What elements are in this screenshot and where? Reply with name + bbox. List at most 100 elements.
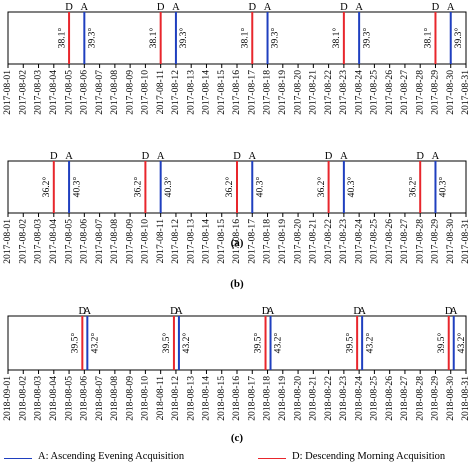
ascending-marker: A [65, 151, 73, 162]
x-tick-label: 2017-08-07 [94, 70, 105, 115]
x-tick-label: 2017-08-31 [460, 70, 471, 115]
descending-marker: D [353, 306, 361, 317]
x-tick-label: 2017-08-15 [216, 70, 227, 115]
descending-angle-label: 39.5° [344, 333, 355, 354]
x-tick-label: 2018-08-06 [79, 376, 90, 421]
ascending-marker: A [157, 151, 165, 162]
descending-marker: D [248, 2, 256, 13]
x-tick-label: 2018-08-26 [384, 376, 395, 421]
x-tick-label: 2017-08-17 [246, 219, 257, 264]
panel-caption: (a) [231, 237, 244, 249]
descending-angle-label: 36.2° [316, 177, 327, 198]
x-tick-label: 2017-08-21 [308, 219, 319, 264]
x-tick-label: 2017-08-27 [399, 70, 410, 115]
x-tick-label: 2017-08-16 [231, 70, 242, 115]
x-tick-label: 2017-08-05 [63, 70, 74, 115]
x-tick-label: 2018-08-02 [17, 376, 28, 421]
x-tick-label: 2017-08-30 [445, 219, 456, 264]
x-tick-label: 2017-08-26 [384, 70, 395, 115]
x-tick-label: 2017-08-08 [109, 219, 120, 264]
descending-marker: D [262, 306, 270, 317]
x-tick-label: 2017-08-25 [369, 219, 380, 264]
x-tick-label: 2017-08-21 [308, 70, 319, 115]
x-tick-label: 2018-08-30 [445, 376, 456, 421]
ascending-angle-label: 43.2° [273, 333, 284, 354]
ascending-marker: A [355, 2, 363, 13]
x-tick-label: 2017-08-31 [460, 219, 471, 264]
x-tick-label: 2017-08-22 [323, 70, 334, 115]
descending-angle-label: 36.2° [41, 177, 52, 198]
ascending-marker: A [248, 151, 256, 162]
x-tick-label: 2017-08-24 [353, 219, 364, 264]
x-tick-label: 2017-08-30 [445, 70, 456, 115]
x-tick-label: 2017-08-14 [201, 219, 212, 264]
x-tick-label: 2018-08-14 [201, 376, 212, 421]
x-tick-label: 2017-08-11 [155, 219, 166, 264]
x-tick-label: 2018-08-19 [277, 376, 288, 421]
ascending-angle-label: 40.3° [438, 177, 449, 198]
descending-marker: D [170, 306, 178, 317]
x-tick-label: 2017-08-13 [185, 70, 196, 115]
descending-angle-label: 38.1° [148, 28, 159, 49]
panel-caption: (c) [231, 432, 244, 444]
x-tick-label: 2018-08-03 [33, 376, 44, 421]
ascending-angle-label: 39.3° [87, 28, 98, 49]
x-tick-label: 2017-08-02 [17, 219, 28, 264]
x-tick-label: 2017-08-12 [170, 219, 181, 264]
x-tick-label: 2018-08-20 [292, 376, 303, 421]
ascending-angle-label: 39.3° [178, 28, 189, 49]
descending-marker: D [142, 151, 150, 162]
x-tick-label: 2017-08-09 [124, 219, 135, 264]
x-tick-label: 2017-08-25 [369, 70, 380, 115]
x-tick-label: 2017-08-23 [338, 219, 349, 264]
descending-marker: D [432, 2, 440, 13]
x-tick-label: 2017-08-17 [246, 70, 257, 115]
x-tick-label: 2017-08-03 [33, 219, 44, 264]
descending-marker: D [50, 151, 58, 162]
ascending-angle-label: 40.3° [254, 177, 265, 198]
x-tick-label: 2017-08-18 [262, 219, 273, 264]
x-tick-label: 2017-08-06 [79, 219, 90, 264]
descending-angle-label: 38.1° [56, 28, 67, 49]
descending-angle-label: 38.1° [331, 28, 342, 49]
x-tick-label: 2018-08-09 [124, 376, 135, 421]
panel-frame [7, 11, 467, 65]
ascending-angle-label: 40.3° [163, 177, 174, 198]
x-tick-label: 2018-08-15 [216, 376, 227, 421]
descending-angle-label: 39.5° [161, 333, 172, 354]
descending-marker: D [325, 151, 333, 162]
panel-a: 2017-08-01 2017-08-02 2017-08-03 2017-08-04… [2, 2, 471, 249]
x-tick-label: 2018-08-07 [94, 376, 105, 421]
x-tick-label: 2017-08-23 [338, 70, 349, 115]
x-tick-label: 2018-08-21 [308, 376, 319, 421]
ascending-angle-label: 39.3° [361, 28, 372, 49]
x-tick-label: 2017-08-11 [155, 70, 166, 115]
x-tick-label: 2018-09-01 [2, 376, 13, 421]
legend-ascending-swatch [4, 458, 32, 459]
x-tick-label: 2017-08-16 [231, 219, 242, 264]
ascending-marker: A [81, 2, 89, 13]
x-tick-label: 2017-08-20 [292, 219, 303, 264]
ascending-angle-label: 40.3° [71, 177, 82, 198]
descending-angle-label: 39.5° [253, 333, 264, 354]
descending-angle-label: 39.5° [70, 333, 81, 354]
x-tick-label: 2018-08-22 [323, 376, 334, 421]
ascending-marker: A [172, 2, 180, 13]
x-tick-label: 2017-08-08 [109, 70, 120, 115]
x-tick-label: 2018-08-29 [430, 376, 441, 421]
ascending-angle-label: 43.2° [364, 333, 375, 354]
x-tick-label: 2017-08-28 [414, 70, 425, 115]
x-tick-label: 2018-08-18 [262, 376, 273, 421]
ascending-angle-label: 40.3° [346, 177, 357, 198]
descending-angle-label: 39.5° [436, 333, 447, 354]
x-tick-label: 2018-08-28 [414, 376, 425, 421]
descending-marker: D [157, 2, 165, 13]
ascending-angle-label: 39.3° [453, 28, 464, 49]
x-tick-label: 2018-08-12 [170, 376, 181, 421]
x-tick-label: 2017-08-10 [140, 70, 151, 115]
x-tick-label: 2017-08-03 [33, 70, 44, 115]
ascending-angle-label: 43.2° [456, 333, 467, 354]
x-tick-label: 2018-08-25 [369, 376, 380, 421]
legend-ascending-label: A: Ascending Evening Acquisition [38, 451, 185, 462]
